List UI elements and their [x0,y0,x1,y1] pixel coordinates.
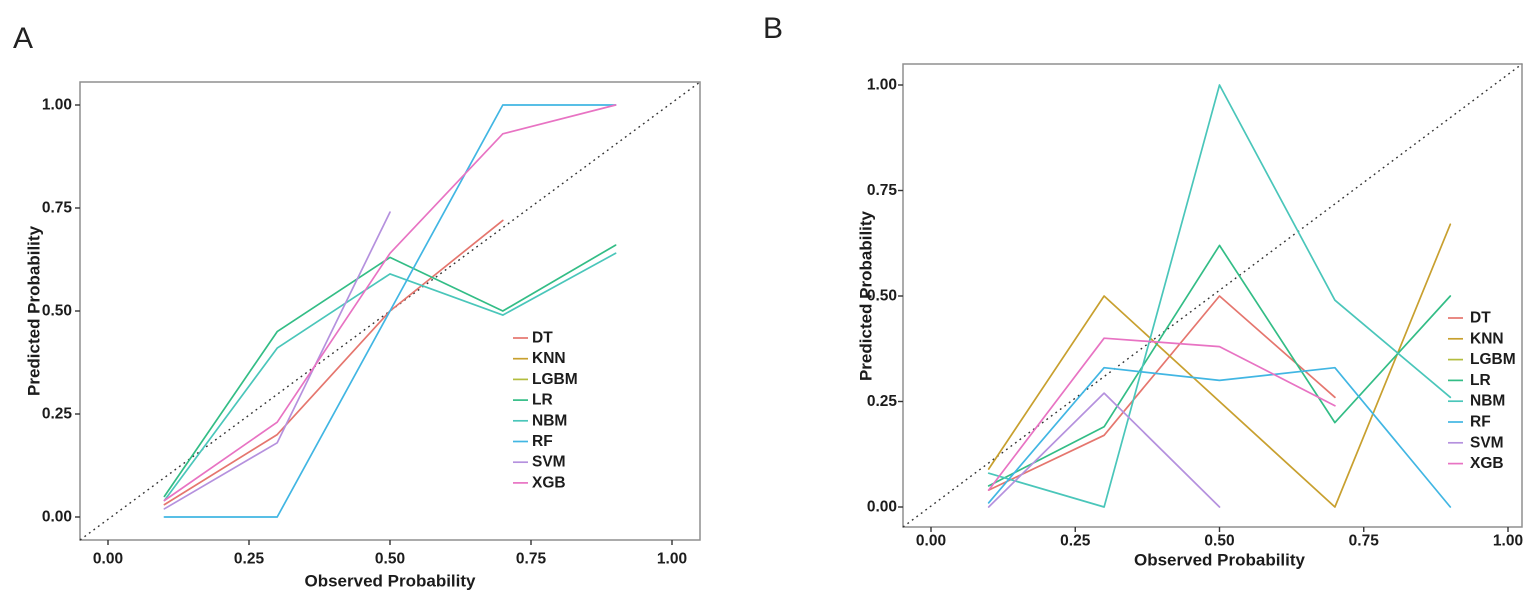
legend-label-knn: KNN [532,350,566,367]
series-line-lr [163,244,617,498]
x-tick-label: 0.00 [916,533,946,550]
legend: DT KNN LGBM LR NBM RF SVM XGB [1448,310,1516,472]
series-line-lr [987,244,1452,487]
y-tick-label: 0.75 [867,182,898,199]
series-line-dt [163,219,504,506]
series-line-xgb [163,104,617,502]
panel-label-b: B [763,12,784,45]
y-tick-label: 0.25 [867,393,898,410]
legend-label-lgbm: LGBM [532,371,578,388]
legend-label-lgbm: LGBM [1470,351,1516,368]
x-axis-title: Observed Probability [305,572,477,591]
x-tick-label: 0.75 [516,551,547,568]
x-tick-label: 0.75 [1349,533,1380,550]
series-line-svm [987,392,1221,508]
panel-label-a: A [13,22,34,55]
legend-label-lr: LR [532,392,553,409]
legend-label-lr: LR [1470,372,1491,389]
legend-label-rf: RF [532,433,553,450]
x-tick-label: 0.50 [375,551,405,568]
series-line-rf [163,104,617,518]
y-axis-title: Predicted Probability [857,210,876,381]
y-axis-title: Predicted Probability [25,225,44,396]
y-tick-label: 0.50 [867,288,897,305]
legend: DT KNN LGBM LR NBM RF SVM XGB [513,330,578,491]
y-tick-label: 0.00 [867,499,897,516]
y-tick-label: 0.25 [42,406,73,423]
y-tick-label: 0.75 [42,200,73,217]
series-line-xgb [987,337,1336,491]
series-line-svm [163,211,391,510]
legend-label-svm: SVM [1470,434,1504,451]
series-line-nbm [987,84,1452,508]
legend-label-xgb: XGB [1470,455,1504,472]
legend-label-dt: DT [1470,310,1491,327]
panel-a: 0.00 0.25 0.50 0.75 1.00 0.00 0.25 0.50 0.75 1.00… [25,81,701,591]
legend-label-dt: DT [532,330,553,347]
series-line-dt [987,295,1336,491]
series-line-knn [987,223,1452,508]
y-tick-label: 0.00 [42,509,72,526]
x-tick-label: 0.25 [234,551,265,568]
y-tick-label: 0.50 [42,303,72,320]
y-tick-label: 1.00 [42,97,72,114]
legend-label-knn: KNN [1470,330,1504,347]
x-tick-label: 0.25 [1060,533,1091,550]
identity-reference-line [902,63,1523,528]
y-tick-label: 1.00 [867,77,897,94]
panel-b: 0.00 0.25 0.50 0.75 1.00 0.00 0.25 0.50 0.75 1.00… [857,63,1523,570]
x-tick-label: 1.00 [657,551,687,568]
legend-label-nbm: NBM [1470,393,1505,410]
legend-label-nbm: NBM [532,412,567,429]
x-tick-label: 0.50 [1204,533,1234,550]
x-axis-title: Observed Probability [1134,551,1306,570]
x-tick-label: 1.00 [1493,533,1523,550]
legend-label-svm: SVM [532,454,566,471]
legend-label-rf: RF [1470,414,1491,431]
x-tick-label: 0.00 [93,551,123,568]
legend-label-xgb: XGB [532,474,566,491]
series-line-nbm [163,252,617,502]
series-line-rf [987,366,1452,508]
